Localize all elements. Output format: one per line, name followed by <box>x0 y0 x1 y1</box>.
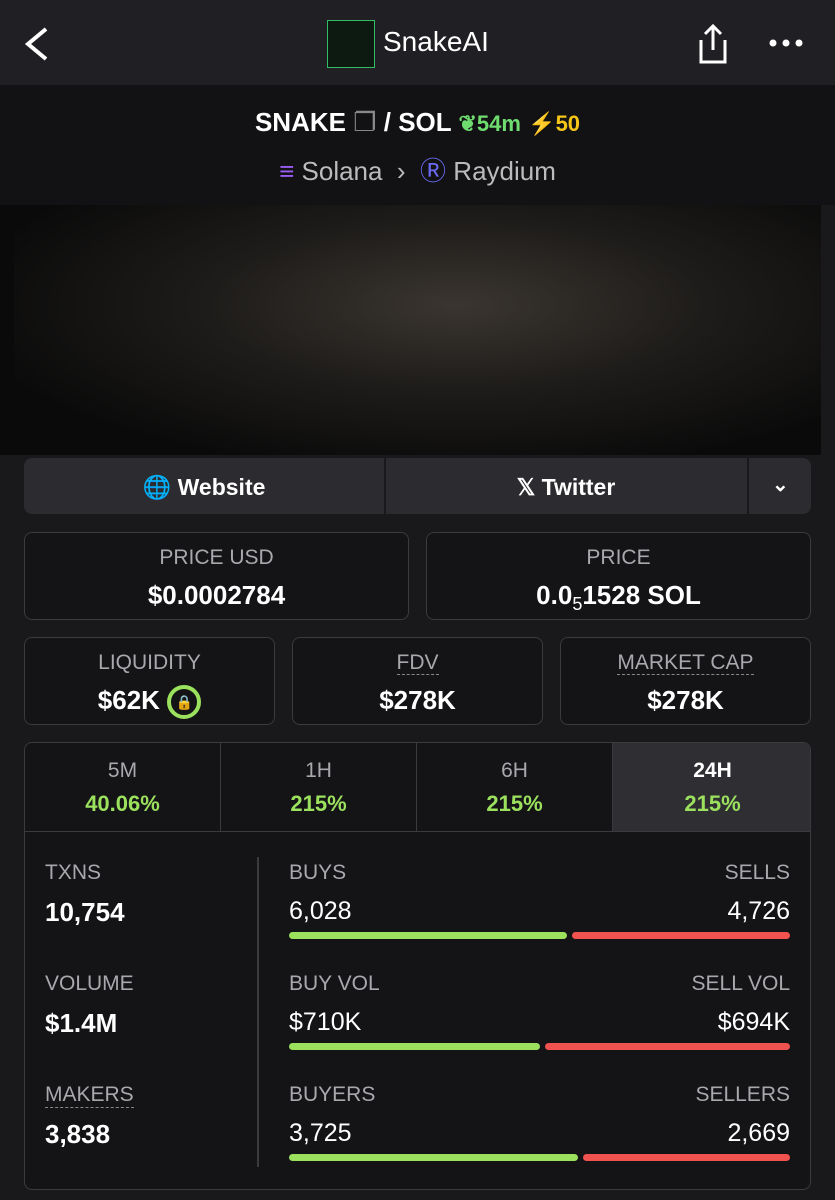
tab-change: 40.06% <box>85 791 160 816</box>
left-value: 3,725 <box>289 1119 352 1147</box>
tab[interactable]: 6H 215% <box>417 743 613 831</box>
buy-bar <box>289 932 568 939</box>
banner-edge <box>0 205 14 455</box>
twitter-button[interactable]: 𝕏 Twitter <box>516 474 616 500</box>
total-value: $1.4M <box>45 1008 118 1038</box>
nav-title: SnakeAI <box>383 26 489 57</box>
tab-change: 215% <box>486 791 543 816</box>
banner-image <box>14 205 821 455</box>
sell-bar <box>572 932 790 939</box>
zero-count: 5 <box>572 594 583 615</box>
dex[interactable]: Raydium <box>453 156 556 186</box>
total-label: MAKERS <box>45 1083 134 1108</box>
nav-bar: SnakeAI <box>0 0 835 85</box>
website-label: Website <box>177 474 266 500</box>
pair-header: SNAKE ❐ / SOL ❦54m ⚡50 ≡ Solana › Ⓡ Rayd… <box>0 85 835 205</box>
separator: / <box>383 107 391 137</box>
quote-symbol: SOL <box>398 107 452 137</box>
buy-bar <box>289 1154 578 1161</box>
left-value: $710K <box>289 1008 362 1036</box>
stat-card: FDV $278K <box>292 637 543 725</box>
base-symbol: SNAKE <box>254 107 346 137</box>
label: MARKET CAP <box>617 651 754 675</box>
tab-label: 1H <box>305 759 332 782</box>
pair-age: 54m <box>476 111 521 136</box>
chain-line: ≡ Solana › Ⓡ Raydium <box>279 156 556 186</box>
label: PRICE <box>586 546 651 569</box>
right-value: 4,726 <box>727 897 790 925</box>
more-button[interactable] <box>768 38 804 48</box>
token-logo <box>327 20 375 68</box>
boosts: 50 <box>555 111 581 136</box>
pair-line: SNAKE ❐ / SOL ❦54m ⚡50 <box>254 107 581 137</box>
total-label: VOLUME <box>45 972 134 995</box>
value: $0.0002784 <box>147 580 286 610</box>
link-bar: 🌐 Website 𝕏 Twitter ⌄ <box>24 458 811 514</box>
value-prefix: 0.0 <box>536 580 573 610</box>
tab-label: 5M <box>107 759 138 782</box>
tab-label: 6H <box>501 759 528 782</box>
chain[interactable]: Solana <box>301 156 383 186</box>
stat-card: LIQUIDITY $62K 🔒 <box>24 637 275 725</box>
label: LIQUIDITY <box>98 651 201 674</box>
right-value: $694K <box>717 1008 790 1036</box>
timeframe-tabs: 5M 40.06% 1H 215% 6H 215% 24H 215% <box>25 743 810 832</box>
twitter-label: Twitter <box>541 474 616 500</box>
right-label: SELLS <box>724 861 790 884</box>
right-value: 2,669 <box>727 1119 790 1147</box>
price-usd-card: PRICE USD $0.0002784 <box>24 532 409 620</box>
total-value: 3,838 <box>45 1119 111 1149</box>
value: $278K <box>379 685 456 715</box>
share-button[interactable] <box>695 22 731 66</box>
right-label: SELL VOL <box>691 972 790 995</box>
activity-panel: 5M 40.06% 1H 215% 6H 215% 24H 215% TXNS 10,75… <box>24 742 811 1190</box>
tab[interactable]: 5M 40.06% <box>25 743 221 831</box>
left-label: BUY VOL <box>289 972 380 995</box>
tab[interactable]: 24H 215% <box>613 743 810 831</box>
tab-label: 24H <box>693 759 732 782</box>
tab[interactable]: 1H 215% <box>221 743 417 831</box>
value: $278K <box>647 685 724 715</box>
value-suffix: 1528 SOL <box>582 580 701 610</box>
tab-change: 215% <box>290 791 347 816</box>
right-label: SELLERS <box>695 1083 790 1106</box>
price-card: PRICE 0.051528 SOL <box>426 532 811 620</box>
label: FDV <box>396 651 439 675</box>
left-value: 6,028 <box>289 897 352 925</box>
back-button[interactable] <box>22 26 52 62</box>
more-links[interactable]: ⌄ <box>772 474 789 496</box>
left-label: BUYS <box>289 861 347 884</box>
tab-change: 215% <box>684 791 741 816</box>
stat-card: MARKET CAP $278K <box>560 637 811 725</box>
website-button[interactable]: 🌐 Website <box>142 474 266 500</box>
sell-bar <box>544 1043 790 1050</box>
buy-bar <box>289 1043 540 1050</box>
label: PRICE USD <box>159 546 274 569</box>
sell-bar <box>582 1154 790 1161</box>
value: $62K <box>97 685 160 715</box>
left-label: BUYERS <box>289 1083 376 1106</box>
total-value: 10,754 <box>45 897 125 927</box>
total-label: TXNS <box>45 861 102 884</box>
